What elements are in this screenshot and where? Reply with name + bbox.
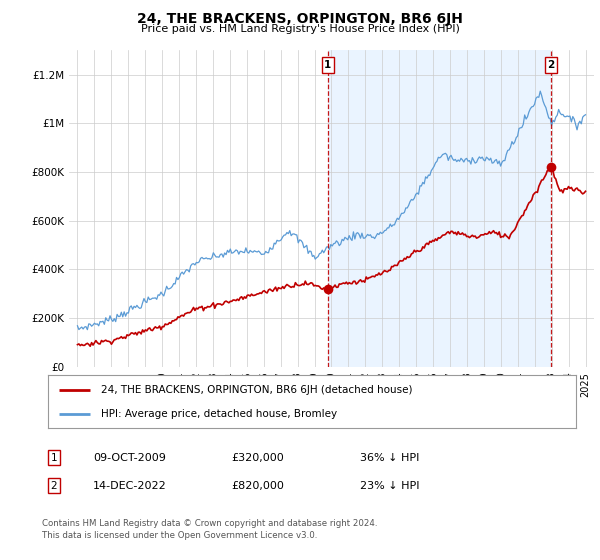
Text: Contains HM Land Registry data © Crown copyright and database right 2024.
This d: Contains HM Land Registry data © Crown c…: [42, 519, 377, 540]
Text: 1: 1: [50, 452, 58, 463]
Text: £320,000: £320,000: [231, 452, 284, 463]
Text: 09-OCT-2009: 09-OCT-2009: [93, 452, 166, 463]
Text: 2: 2: [547, 60, 554, 70]
Text: 24, THE BRACKENS, ORPINGTON, BR6 6JH (detached house): 24, THE BRACKENS, ORPINGTON, BR6 6JH (de…: [101, 385, 412, 395]
Text: HPI: Average price, detached house, Bromley: HPI: Average price, detached house, Brom…: [101, 409, 337, 419]
Text: £820,000: £820,000: [231, 480, 284, 491]
Text: 14-DEC-2022: 14-DEC-2022: [93, 480, 167, 491]
Text: Price paid vs. HM Land Registry's House Price Index (HPI): Price paid vs. HM Land Registry's House …: [140, 24, 460, 34]
Text: 36% ↓ HPI: 36% ↓ HPI: [360, 452, 419, 463]
Text: 23% ↓ HPI: 23% ↓ HPI: [360, 480, 419, 491]
Text: 24, THE BRACKENS, ORPINGTON, BR6 6JH: 24, THE BRACKENS, ORPINGTON, BR6 6JH: [137, 12, 463, 26]
Bar: [328, 50, 551, 367]
Text: 1: 1: [324, 60, 331, 70]
Text: 2: 2: [50, 480, 58, 491]
